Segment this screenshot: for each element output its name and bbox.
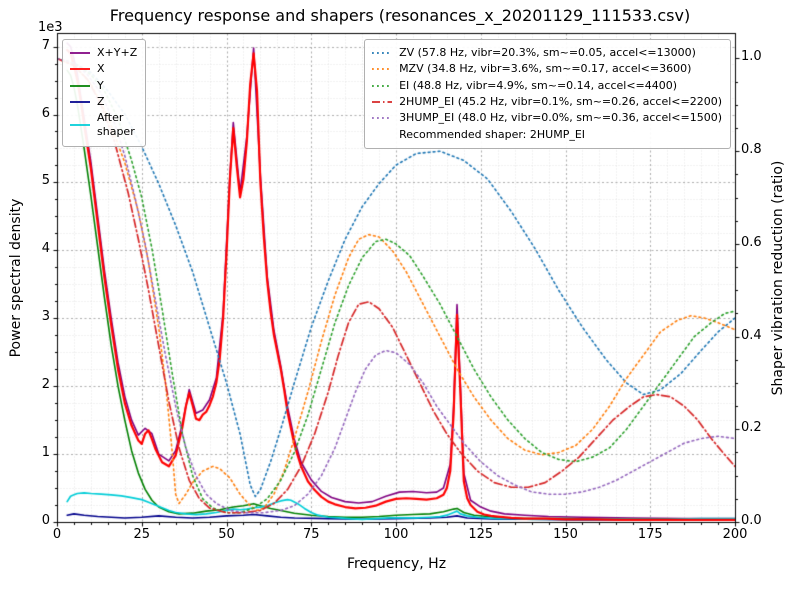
legend-label: X (97, 62, 105, 76)
legend-line-swatch (70, 101, 90, 103)
legend-item: After shaper (69, 111, 137, 140)
shaper-legend: ZV (57.8 Hz, vibr=20.3%, sm~=0.05, accel… (364, 39, 731, 149)
x-tick-label: 150 (553, 527, 578, 542)
y-right-tick-label: 0.8 (741, 142, 762, 158)
x-tick-label: 75 (302, 527, 320, 542)
x-tick-label: 200 (722, 527, 748, 542)
legend-line-swatch (372, 52, 393, 55)
right-axis-label: Shaper vibration reduction (ratio) (770, 160, 786, 396)
legend-item: 3HUMP_EI (48.0 Hz, vibr=0.0%, sm~=0.36, … (371, 111, 722, 125)
y-left-tick-label: 0 (41, 513, 50, 528)
legend-label: X+Y+Z (97, 46, 138, 59)
y-right-tick-label: 0.4 (741, 327, 762, 343)
legend-line-swatch (70, 52, 90, 55)
x-tick-label: 175 (637, 527, 663, 542)
legend-line-swatch (70, 84, 90, 87)
x-tick-label: 125 (468, 527, 494, 542)
axis-offset-text: 1e3 (38, 20, 63, 35)
legend-label: EI (48.8 Hz, vibr=4.9%, sm~=0.14, accel<… (399, 78, 678, 92)
x-tick-label: 0 (52, 527, 62, 542)
legend-label: Y (97, 78, 104, 92)
legend-line-swatch (372, 68, 393, 71)
legend-item: Z (69, 95, 137, 109)
y-left-tick-label: 7 (41, 37, 50, 53)
legend-line-swatch (70, 68, 90, 71)
legend-item: ZV (57.8 Hz, vibr=20.3%, sm~=0.05, accel… (371, 46, 722, 60)
legend-item: X (69, 62, 137, 76)
y-right-tick-label: 0.0 (741, 513, 762, 528)
chart-title: Frequency response and shapers (resonanc… (109, 6, 691, 25)
legend-label: 3HUMP_EI (48.0 Hz, vibr=0.0%, sm~=0.36, … (399, 111, 722, 125)
legend-label: 2HUMP_EI (45.2 Hz, vibr=0.1%, sm~=0.26, … (399, 94, 722, 108)
legend-line-swatch (70, 124, 90, 127)
x-tick-label: 100 (383, 527, 409, 542)
legend-label: Z (97, 94, 105, 108)
y-left-tick-label: 2 (41, 377, 50, 393)
y-right-tick-label: 0.2 (741, 420, 762, 436)
legend-label: After shaper (97, 111, 135, 139)
legend-item: MZV (34.8 Hz, vibr=3.6%, sm~=0.17, accel… (371, 62, 722, 76)
recommendation-note: Recommended shaper: 2HUMP_EI (399, 128, 586, 142)
y-left-tick-label: 3 (41, 309, 50, 325)
psd-legend: X+Y+Z X Y Z After shaper (62, 39, 147, 147)
legend-label: ZV (57.8 Hz, vibr=20.3%, sm~=0.05, accel… (399, 46, 696, 59)
left-axis-label: Power spectral density (8, 198, 24, 358)
legend-item: 2HUMP_EI (45.2 Hz, vibr=0.1%, sm~=0.26, … (371, 95, 722, 109)
y-right-tick-label: 0.6 (741, 234, 762, 250)
legend-line-swatch (372, 117, 393, 120)
legend-item: EI (48.8 Hz, vibr=4.9%, sm~=0.14, accel<… (371, 79, 722, 93)
legend-item: Y (69, 79, 137, 93)
y-left-tick-label: 5 (41, 173, 50, 189)
y-left-tick-label: 1 (41, 445, 50, 461)
legend-item: X+Y+Z (69, 46, 137, 60)
legend-line-swatch (372, 101, 393, 103)
legend-label: MZV (34.8 Hz, vibr=3.6%, sm~=0.17, accel… (399, 62, 692, 76)
y-left-tick-label: 6 (41, 105, 50, 121)
x-tick-label: 50 (218, 527, 235, 542)
y-left-tick-label: 4 (41, 241, 50, 257)
x-tick-label: 25 (133, 527, 151, 542)
legend-line-swatch (372, 84, 393, 87)
y-right-tick-label: 1.0 (741, 49, 762, 65)
x-axis-label: Frequency, Hz (346, 556, 447, 572)
